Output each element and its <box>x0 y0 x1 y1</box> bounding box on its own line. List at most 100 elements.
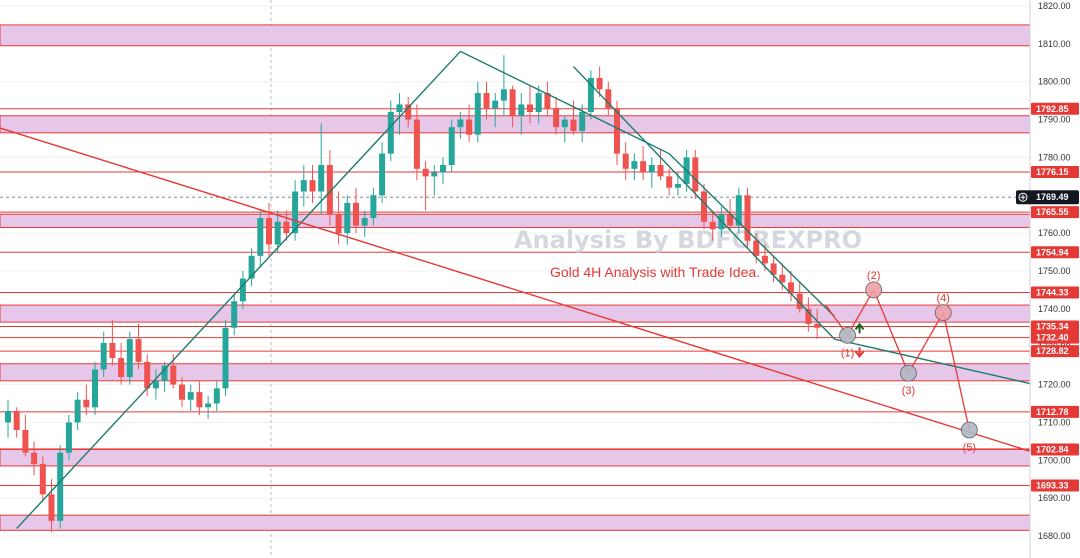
price-tag <box>1031 206 1079 219</box>
candle-body <box>326 165 333 215</box>
support-resistance-zone <box>0 115 1031 134</box>
support-resistance-zone <box>0 363 1031 382</box>
candle-body <box>448 127 455 165</box>
candle <box>457 112 464 139</box>
trade-idea-annotation: Gold 4H Analysis with Trade Idea. <box>550 264 760 280</box>
current-price-label: 1769.49 <box>1036 192 1069 202</box>
y-tick-label: 1710.00 <box>1038 417 1071 427</box>
candle <box>213 380 220 412</box>
candle-body <box>74 399 81 423</box>
candle-body <box>492 100 499 109</box>
price-tag-label: 1776.15 <box>1036 167 1069 177</box>
support-resistance-zone <box>0 304 1031 323</box>
candle-body <box>701 191 707 222</box>
candle <box>431 165 438 196</box>
candle <box>274 210 281 253</box>
candle-body <box>5 411 11 423</box>
candle <box>13 407 20 438</box>
candle <box>631 153 638 181</box>
y-tick-label: 1790.00 <box>1038 115 1071 125</box>
candle <box>31 441 38 476</box>
candle-body <box>666 176 673 188</box>
candle-body <box>266 218 272 245</box>
trendline <box>0 127 1035 454</box>
candles <box>5 55 821 533</box>
candle <box>396 93 403 135</box>
candle <box>657 149 664 181</box>
candle <box>92 361 98 415</box>
candle-body <box>648 165 655 173</box>
candle-body <box>788 282 794 294</box>
candle-body <box>274 221 281 245</box>
candle <box>257 210 264 268</box>
candle <box>527 85 533 124</box>
candle <box>544 81 551 116</box>
y-tick-label: 1690.00 <box>1038 493 1071 503</box>
candle-body <box>144 361 151 389</box>
candle-body <box>170 365 177 385</box>
y-tick-label: 1680.00 <box>1038 531 1071 541</box>
candle <box>553 96 560 135</box>
candle <box>387 100 394 162</box>
candle-body <box>100 342 107 370</box>
candle-body <box>231 301 238 328</box>
wave-label: (1) <box>841 347 854 359</box>
candle-body <box>83 399 90 408</box>
candle-body <box>631 161 638 169</box>
candle <box>596 66 603 97</box>
candle-body <box>596 77 603 90</box>
candle-body <box>674 183 681 188</box>
candle-body <box>483 93 490 109</box>
candle-body <box>779 274 786 283</box>
plus-icon <box>1020 194 1026 200</box>
candle <box>239 271 246 309</box>
candle <box>666 168 673 196</box>
candle <box>161 361 168 393</box>
candle-body <box>805 308 812 324</box>
candle-body <box>518 104 525 116</box>
price-axis: 1820.001810.001800.001790.001780.001770.… <box>1016 0 1080 558</box>
candle <box>483 81 490 120</box>
candle-body <box>283 221 290 234</box>
candle-body <box>396 104 403 112</box>
current-price-tag: 1769.49 <box>1016 190 1079 205</box>
candle-body <box>744 195 751 241</box>
price-tag <box>1031 331 1079 344</box>
candle <box>248 248 255 287</box>
candle <box>22 414 29 457</box>
candle-body <box>152 380 159 389</box>
price-tag-label: 1702.84 <box>1036 445 1069 455</box>
candle-body <box>535 93 542 112</box>
price-tag-label: 1712.78 <box>1036 407 1069 417</box>
candle-body <box>213 388 220 404</box>
price-tag-label: 1732.40 <box>1036 333 1069 343</box>
candle-body <box>135 339 142 362</box>
candle <box>605 81 612 116</box>
candle-body <box>614 108 620 154</box>
candle <box>292 180 299 241</box>
candle-body <box>109 342 116 359</box>
elliott-wave: (1) (2) (3) (4) (5) <box>825 270 978 454</box>
price-tag-label: 1693.33 <box>1036 481 1069 491</box>
candle <box>309 165 316 203</box>
candle-body <box>709 221 716 230</box>
candle-body <box>753 240 760 256</box>
candle-body <box>509 89 516 116</box>
candle-body <box>796 293 803 309</box>
candle-body <box>353 202 359 226</box>
price-tag <box>1031 102 1079 115</box>
candle-body <box>126 339 133 377</box>
candle-body <box>370 195 377 218</box>
candle-body <box>422 168 429 177</box>
candle <box>126 331 133 385</box>
wave-label: (5) <box>963 442 976 454</box>
candle-body <box>22 430 29 453</box>
candle-body <box>553 108 560 128</box>
price-tag <box>1031 345 1079 358</box>
y-tick-label: 1740.00 <box>1038 304 1071 314</box>
candle-body <box>587 77 594 112</box>
current-price-box <box>1016 190 1079 205</box>
